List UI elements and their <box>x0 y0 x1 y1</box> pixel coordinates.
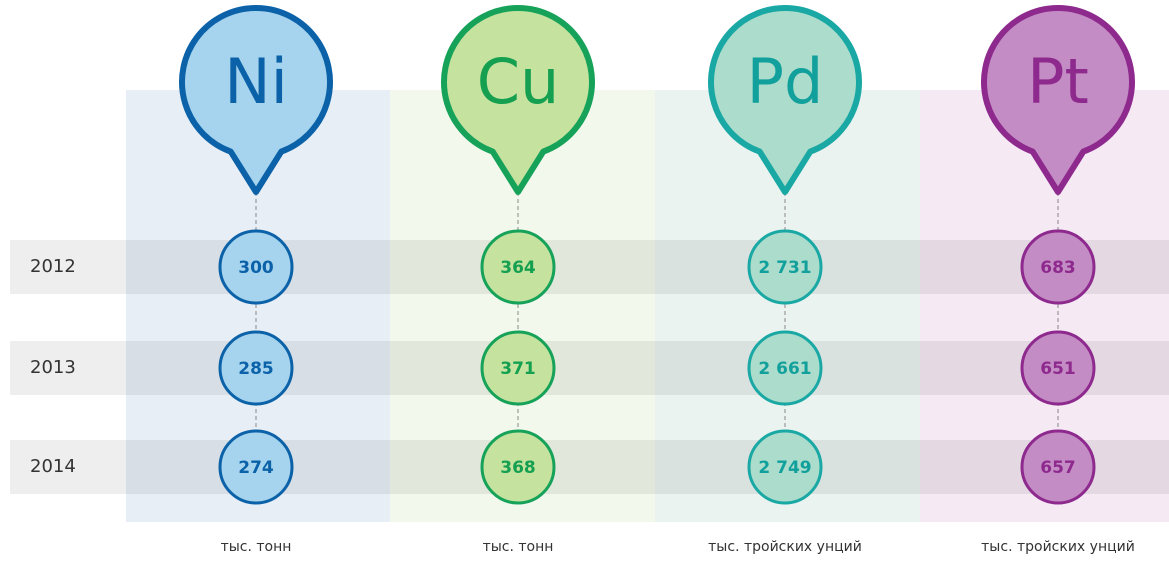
value-label: 364 <box>500 258 536 278</box>
value-circle <box>1020 429 1096 505</box>
value-label: 300 <box>238 258 274 278</box>
symbol-bubble <box>708 5 862 195</box>
metal-symbol: Pd <box>747 45 824 118</box>
value-label: 657 <box>1040 458 1076 478</box>
value-label: 274 <box>238 458 274 478</box>
unit-label: тыс. тройских унций <box>981 539 1135 555</box>
value-circle <box>480 330 556 406</box>
value-label: 651 <box>1040 359 1076 379</box>
metal-symbol: Ni <box>224 45 288 118</box>
unit-label: тыс. тонн <box>483 539 554 555</box>
value-label: 371 <box>500 359 536 379</box>
unit-label: тыс. тройских унций <box>708 539 862 555</box>
value-label: 683 <box>1040 258 1076 278</box>
value-circle <box>747 429 823 505</box>
value-label: 2 749 <box>758 458 811 478</box>
value-label: 368 <box>500 458 536 478</box>
value-circle <box>747 330 823 406</box>
year-label: 2012 <box>30 256 76 277</box>
unit-label: тыс. тонн <box>221 539 292 555</box>
value-label: 285 <box>238 359 274 379</box>
value-circle <box>1020 229 1096 305</box>
symbol-bubble <box>179 5 333 195</box>
year-label: 2013 <box>30 357 76 378</box>
value-label: 2 731 <box>758 258 811 278</box>
row-band <box>10 240 1169 294</box>
value-label: 2 661 <box>758 359 811 379</box>
metal-symbol: Pt <box>1027 45 1089 118</box>
value-circle <box>218 429 294 505</box>
value-circle <box>1020 330 1096 406</box>
year-label: 2014 <box>30 456 76 477</box>
symbol-bubble <box>441 5 595 195</box>
row-band <box>10 440 1169 494</box>
symbol-bubble <box>981 5 1135 195</box>
row-band <box>10 341 1169 395</box>
value-circle <box>747 229 823 305</box>
value-circle <box>480 229 556 305</box>
value-circle <box>218 229 294 305</box>
value-circle <box>480 429 556 505</box>
value-circle <box>218 330 294 406</box>
metal-symbol: Cu <box>477 45 560 118</box>
